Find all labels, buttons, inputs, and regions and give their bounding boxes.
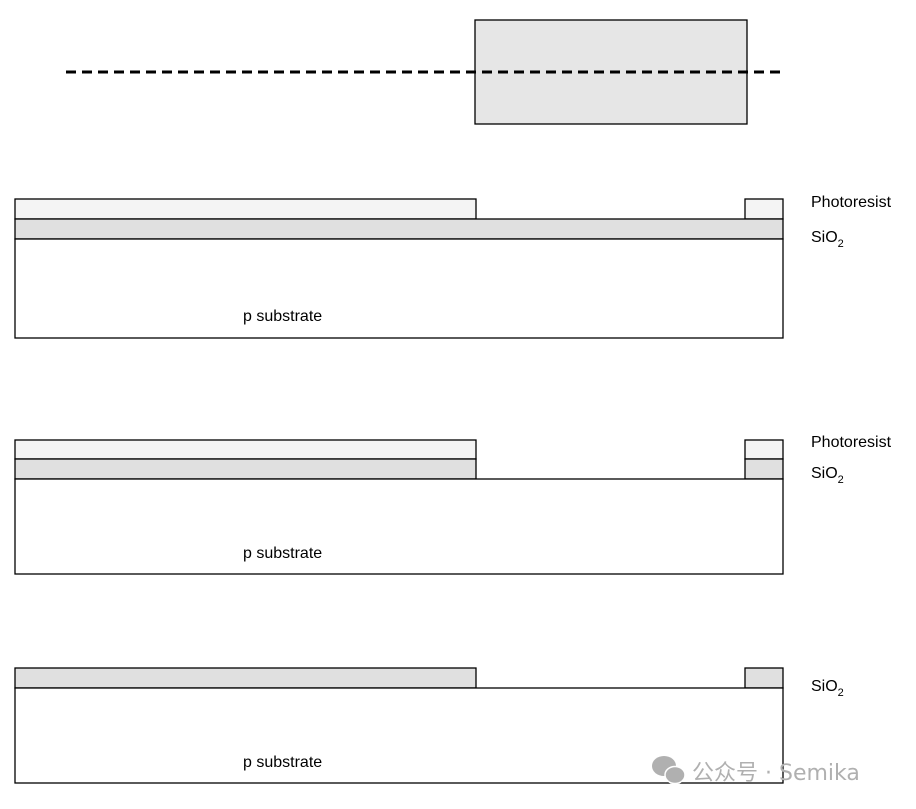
wechat-icon	[652, 756, 686, 785]
sio2-label: SiO2	[811, 465, 844, 486]
watermark-text: 公众号 · Semika	[692, 761, 860, 786]
photoresist-label: Photoresist	[811, 434, 892, 451]
photoresist-left	[14, 439, 477, 460]
photoresist-left	[14, 198, 477, 220]
photoresist-right	[744, 439, 784, 460]
watermark: 公众号 · Semika	[652, 756, 860, 786]
substrate-label: p substrate	[243, 308, 322, 325]
sio2-left	[14, 667, 477, 689]
sio2-label: SiO2	[811, 229, 844, 250]
step-1-exposure: p substrate Photoresist SiO2	[14, 194, 892, 339]
p-substrate	[14, 478, 784, 575]
substrate-label: p substrate	[243, 754, 322, 771]
sio2-left	[14, 458, 477, 480]
p-substrate	[14, 238, 784, 339]
photoresist-label: Photoresist	[811, 194, 892, 211]
substrate-label: p substrate	[243, 545, 322, 562]
sio2-label: SiO2	[811, 678, 844, 699]
sio2-right	[744, 667, 784, 689]
sio2-layer	[14, 218, 784, 240]
photoresist-right	[744, 198, 784, 220]
step-2-etch: p substrate Photoresist SiO2	[14, 434, 892, 575]
step-3-strip: p substrate SiO2	[14, 667, 844, 784]
sio2-right	[744, 458, 784, 480]
